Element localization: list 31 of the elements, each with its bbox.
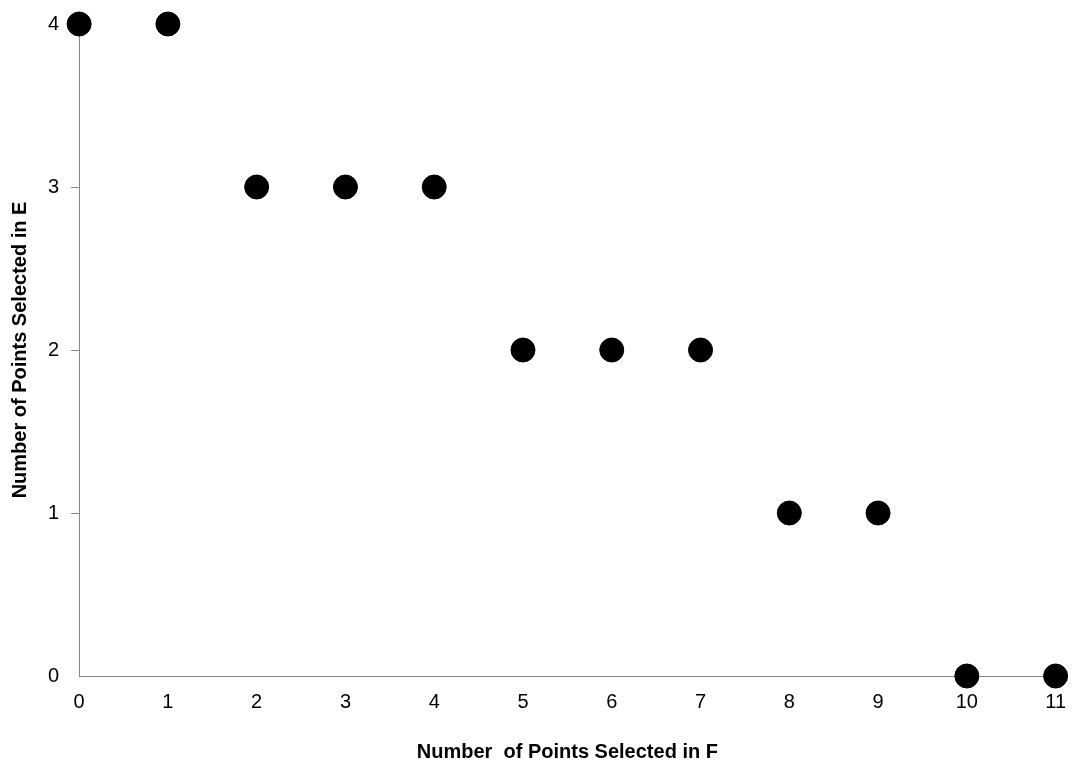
y-tick-label: 2 [48,337,60,360]
y-tick-label: 3 [48,174,60,197]
x-tick-label: 0 [73,689,85,712]
point [332,174,358,200]
x-axis-title: Number of Points Selected in F [416,739,718,762]
point [688,337,714,363]
point [421,174,447,200]
x-tick-label: 7 [694,689,707,712]
x-tick-label: 1 [162,689,174,712]
x-tick-label: 2 [251,689,263,712]
y-tick-label: 0 [48,663,60,686]
x-tick-label: 5 [517,689,529,712]
y-tick-label: 4 [48,11,60,34]
point [776,500,802,526]
x-tick-label: 6 [606,689,618,712]
point [510,337,536,363]
x-tick-label: 11 [1045,689,1066,712]
point [66,11,92,37]
point [155,11,181,37]
point [954,663,980,689]
point [244,174,270,200]
x-tick-label: 9 [872,689,884,712]
y-tick-label: 1 [48,500,60,523]
x-tick-label: 10 [955,689,978,712]
point [599,337,625,363]
y-axis-title: Number of Points Selected in E [7,201,30,499]
x-tick-label: 3 [339,689,351,712]
x-tick-label: 4 [428,689,440,712]
point [1043,663,1069,689]
x-tick-label: 8 [783,689,795,712]
point [865,500,891,526]
